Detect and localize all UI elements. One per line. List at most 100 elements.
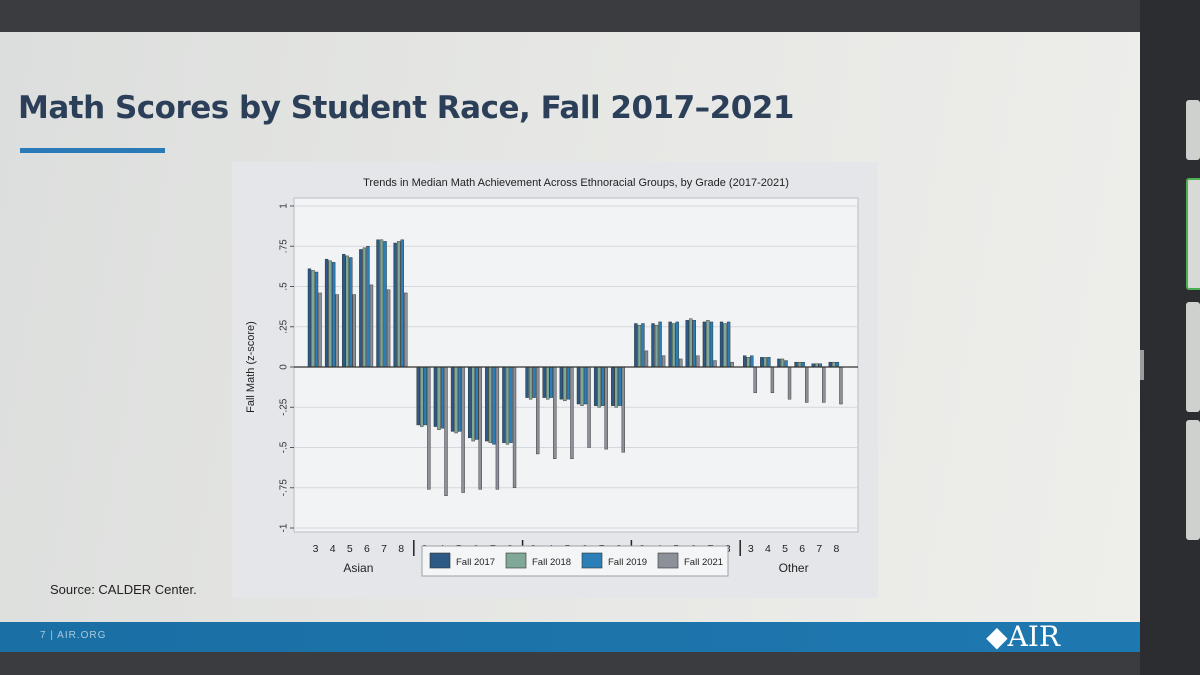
legend-swatch <box>505 552 527 569</box>
bar <box>475 366 479 440</box>
title-underline <box>20 148 165 153</box>
bar <box>661 355 666 368</box>
bar <box>427 366 431 490</box>
slide-thumbnail[interactable] <box>1186 100 1200 160</box>
bar <box>485 366 489 442</box>
bar <box>763 357 767 368</box>
bar <box>672 323 676 368</box>
bar <box>362 247 367 368</box>
bar <box>376 239 380 368</box>
bar <box>549 366 553 398</box>
bar <box>433 366 438 427</box>
x-tick-label: 3 <box>748 543 754 555</box>
bar <box>719 321 724 368</box>
bar <box>611 366 615 406</box>
bar <box>641 323 645 368</box>
bar <box>471 366 475 442</box>
bar <box>324 258 329 368</box>
panel-scroll-handle[interactable] <box>1140 350 1144 380</box>
bar <box>386 289 391 368</box>
bar <box>604 366 608 450</box>
y-tick-label: 0 <box>279 364 290 370</box>
bar <box>777 358 781 368</box>
bar <box>349 257 353 368</box>
bar <box>679 358 683 368</box>
y-tick-label: -.25 <box>279 398 290 416</box>
legend <box>421 545 729 577</box>
bar <box>675 321 679 368</box>
bar <box>563 366 567 402</box>
bar <box>832 361 836 368</box>
bar <box>805 366 809 403</box>
bar <box>580 366 584 406</box>
bar <box>416 366 420 426</box>
bar <box>706 320 710 368</box>
footer-page-link: 7 | AIR.ORG <box>40 630 107 641</box>
bar <box>750 355 754 368</box>
bar <box>587 366 591 448</box>
slide-thumbnail[interactable] <box>1186 420 1200 540</box>
bar <box>307 268 312 368</box>
x-tick-label: 7 <box>816 543 822 555</box>
bar <box>345 255 349 368</box>
bar <box>488 366 493 443</box>
x-tick-label: 8 <box>398 543 404 555</box>
bar <box>314 271 319 368</box>
bar <box>801 361 805 368</box>
x-tick-label: 8 <box>834 543 840 555</box>
bar-chart: 1 .75 .5 .25 0 -.25 -.5 -.75 -1 Trends in Median … <box>245 177 859 577</box>
bar <box>593 366 598 406</box>
air-logo: ◆AIR <box>986 620 1060 652</box>
bar <box>393 242 397 368</box>
bar <box>512 366 517 488</box>
legend-label: Fall 2019 <box>608 557 647 568</box>
bar <box>396 241 401 368</box>
x-tick-label: 7 <box>381 543 387 555</box>
bar <box>528 366 533 400</box>
bar <box>713 360 717 368</box>
chart-title: Trends in Median Math Achievement Across… <box>363 177 789 189</box>
bar <box>828 361 832 368</box>
bar <box>331 262 336 368</box>
group-label: Asian <box>343 561 373 575</box>
bar <box>379 239 384 368</box>
bar <box>583 366 588 405</box>
bar <box>839 366 843 405</box>
bar <box>685 320 689 368</box>
slide-thumbnail-current[interactable] <box>1186 178 1200 290</box>
bar <box>767 357 771 368</box>
bar <box>614 366 618 408</box>
chart-card: 1 .75 .5 .25 0 -.25 -.5 -.75 -1 Trends in Median … <box>232 162 878 598</box>
bar <box>450 366 455 432</box>
bar <box>444 366 448 497</box>
legend-swatch <box>581 552 603 569</box>
bar <box>601 366 605 406</box>
bar <box>311 270 315 368</box>
y-tick-label: .75 <box>279 239 290 253</box>
bar <box>634 323 638 368</box>
bar <box>532 366 536 398</box>
y-tick-label: -1 <box>279 523 290 532</box>
bar <box>784 360 788 368</box>
bar <box>797 361 802 368</box>
bar <box>723 323 727 368</box>
bar <box>726 321 731 368</box>
bar <box>760 357 764 368</box>
x-tick-label: 4 <box>330 543 336 555</box>
bar <box>730 361 734 368</box>
y-tick-label: -.5 <box>279 441 290 453</box>
bar <box>794 361 798 368</box>
bar <box>420 366 424 427</box>
bar <box>658 321 662 368</box>
bar <box>404 292 408 368</box>
legend-label: Fall 2018 <box>532 557 571 568</box>
slide-thumbnail[interactable] <box>1186 302 1200 412</box>
bar <box>770 366 775 393</box>
window-top-strip <box>0 0 1200 32</box>
slide-footer: 7 | AIR.ORG ◆AIR <box>0 622 1140 652</box>
bar <box>536 366 540 455</box>
bar <box>546 366 550 400</box>
bar <box>467 366 472 439</box>
bar <box>383 241 387 368</box>
bar <box>692 320 697 368</box>
